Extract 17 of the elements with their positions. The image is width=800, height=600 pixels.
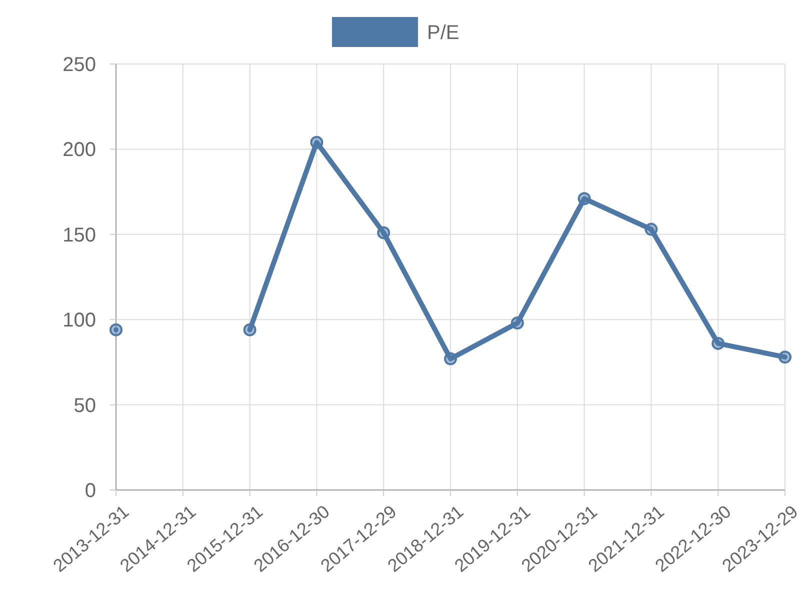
y-tick-label: 200 bbox=[62, 139, 96, 162]
y-tick-label: 150 bbox=[62, 224, 96, 246]
point bbox=[243, 323, 256, 336]
y-tick-label: 250 bbox=[62, 54, 96, 76]
point bbox=[377, 226, 390, 240]
point bbox=[110, 323, 122, 336]
y-tick-label: 0 bbox=[84, 480, 96, 502]
point bbox=[310, 136, 324, 149]
point bbox=[510, 316, 524, 330]
point bbox=[444, 352, 457, 366]
point bbox=[578, 192, 591, 206]
point bbox=[712, 336, 725, 350]
point bbox=[644, 222, 658, 236]
y-tick-label: 100 bbox=[62, 310, 96, 332]
point bbox=[778, 350, 792, 364]
legend-label: P/E bbox=[427, 22, 460, 44]
y-tick-label: 50 bbox=[74, 394, 96, 417]
